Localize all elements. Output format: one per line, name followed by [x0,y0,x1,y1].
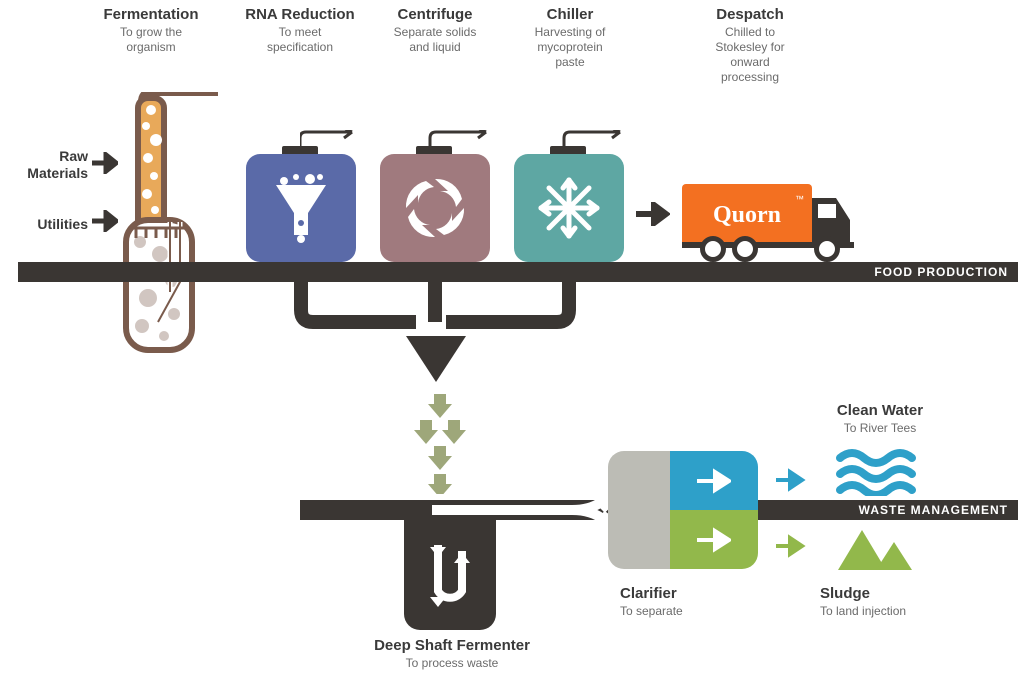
clarifier-title: Clarifier [620,585,740,602]
centrifuge-tank [380,154,490,262]
trademark-icon: ™ [795,194,804,204]
funnel-icon [266,173,336,243]
clarifier-sub: To separate [620,604,740,619]
clean-water-title: Clean Water [820,402,940,419]
waste-management-bar-label: WASTE MANAGEMENT [859,503,1008,517]
waste-collection-pipes-icon [246,282,626,402]
stage-fermentation-header: Fermentation To grow theorganism [96,6,206,55]
stage-rna-title: RNA Reduction [240,6,360,23]
arrow-despatch-icon [636,202,670,226]
deep-shaft-sub: To process waste [354,656,550,671]
clean-water-sub: To River Tees [820,421,940,436]
truck-brand-label: Quorn [713,202,781,229]
stage-centrifuge-title: Centrifuge [380,6,490,23]
clean-water-header: Clean Water To River Tees [820,402,940,436]
stage-fermentation-sub: To grow theorganism [96,25,206,55]
food-production-bar: FOOD PRODUCTION [18,262,1018,282]
stage-centrifuge-header: Centrifuge Separate solidsand liquid [380,6,490,55]
raw-materials-label: RawMaterials [18,148,88,182]
food-production-bar-label: FOOD PRODUCTION [874,265,1008,279]
stage-chiller-title: Chiller [515,6,625,23]
chiller-tank [514,154,624,262]
sludge-header: Sludge To land injection [820,585,950,619]
utilities-label: Utilities [18,216,88,232]
sludge-title: Sludge [820,585,950,602]
stage-fermentation-title: Fermentation [96,6,206,23]
deep-shaft-header: Deep Shaft Fermenter To process waste [354,637,550,671]
olive-down-arrows-icon [410,394,470,494]
snowflake-icon [537,176,601,240]
blue-arrow-icon [776,468,806,492]
stage-centrifuge-sub: Separate solidsand liquid [380,25,490,55]
deep-shaft-title: Deep Shaft Fermenter [354,637,550,654]
sludge-mountain-icon [832,524,918,574]
stage-rna-sub: To meetspecification [240,25,360,55]
green-arrow-icon [776,534,806,558]
waves-icon [836,448,916,496]
stage-despatch-sub: Chilled toStokesley foronwardprocessing [695,25,805,85]
recycle-arrows-icon [400,173,470,243]
raw-materials-arrow-icon [92,152,118,174]
stage-despatch-header: Despatch Chilled toStokesley foronwardpr… [695,6,805,85]
utilities-arrow-icon [92,210,118,232]
stage-chiller-header: Chiller Harvesting ofmycoproteinpaste [515,6,625,70]
stage-chiller-sub: Harvesting ofmycoproteinpaste [515,25,625,70]
sludge-sub: To land injection [820,604,950,619]
stage-rna-header: RNA Reduction To meetspecification [240,6,360,55]
white-arrow-right-icon [697,527,731,553]
fermentation-vessel-icon [118,92,218,360]
rna-tank [246,154,356,262]
white-arrow-right-icon [697,468,731,494]
circulation-arrows-icon [420,535,480,615]
clarifier-box [608,451,758,569]
despatch-truck: Quorn ™ [682,184,857,262]
clarifier-header: Clarifier To separate [620,585,740,619]
stage-despatch-title: Despatch [695,6,805,23]
